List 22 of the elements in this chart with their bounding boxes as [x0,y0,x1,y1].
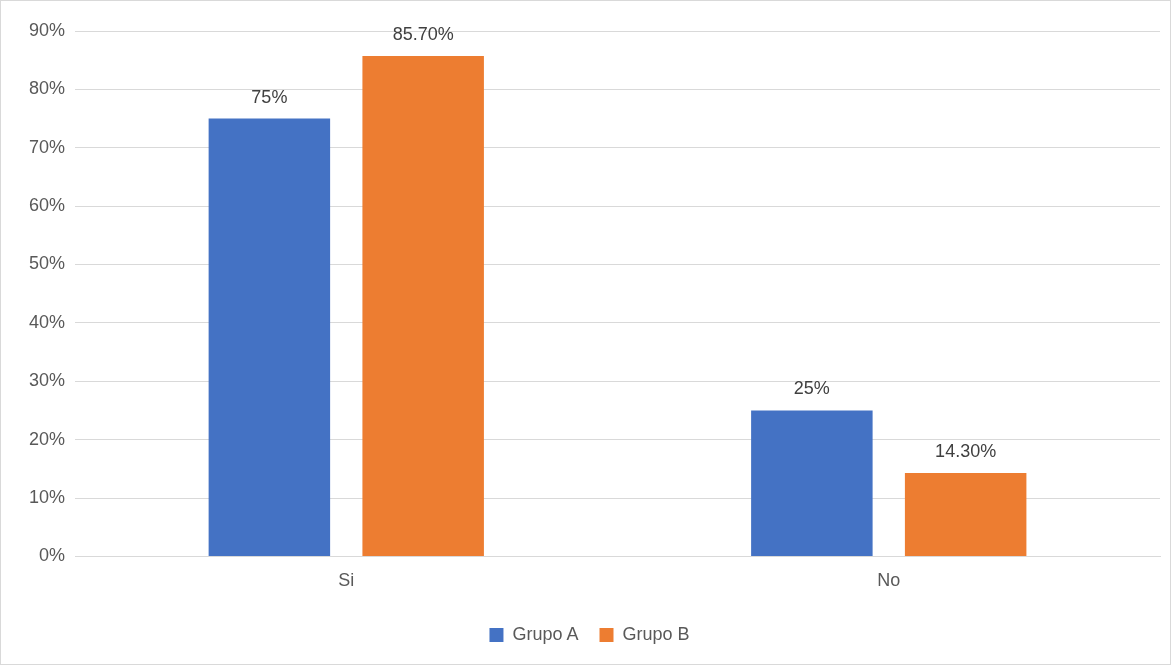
data-label: 25% [793,378,830,399]
data-label: 75% [251,86,288,107]
x-tick-label: No [877,570,901,591]
y-tick-label: 10% [29,486,66,507]
y-tick-label: 60% [29,195,66,216]
legend-label: Grupo A [512,623,579,644]
legend-label: Grupo B [622,623,690,644]
bar [904,472,1027,556]
x-tick-label: Si [338,570,355,591]
y-tick-label: 80% [29,78,66,99]
bar [362,56,484,556]
y-tick-label: 50% [29,253,66,274]
y-tick-label: 30% [29,370,66,391]
y-tick-label: 0% [39,545,66,566]
bar [751,410,873,556]
data-label: 14.30% [935,440,997,461]
y-tick-label: 70% [29,136,66,157]
data-label: 85.70% [392,24,454,45]
bar [208,118,331,556]
y-tick-label: 40% [29,311,66,332]
y-tick-label: 20% [29,428,66,449]
y-tick-label: 90% [29,19,66,40]
